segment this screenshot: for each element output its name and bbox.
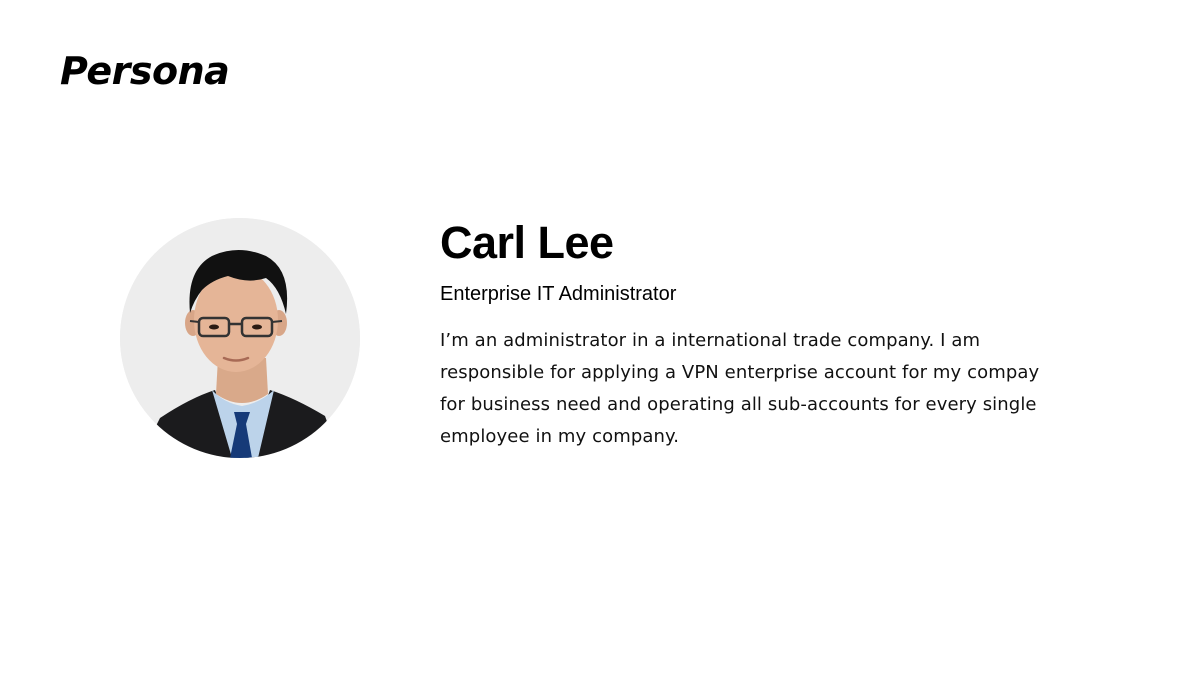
persona-bio: I’m an administrator in a international … xyxy=(440,330,1040,447)
page-title: Persona xyxy=(60,49,230,93)
avatar xyxy=(120,218,360,458)
persona-role: Enterprise IT Administrator xyxy=(440,283,677,305)
persona-photo xyxy=(120,218,360,458)
persona-name: Carl Lee xyxy=(440,217,614,268)
